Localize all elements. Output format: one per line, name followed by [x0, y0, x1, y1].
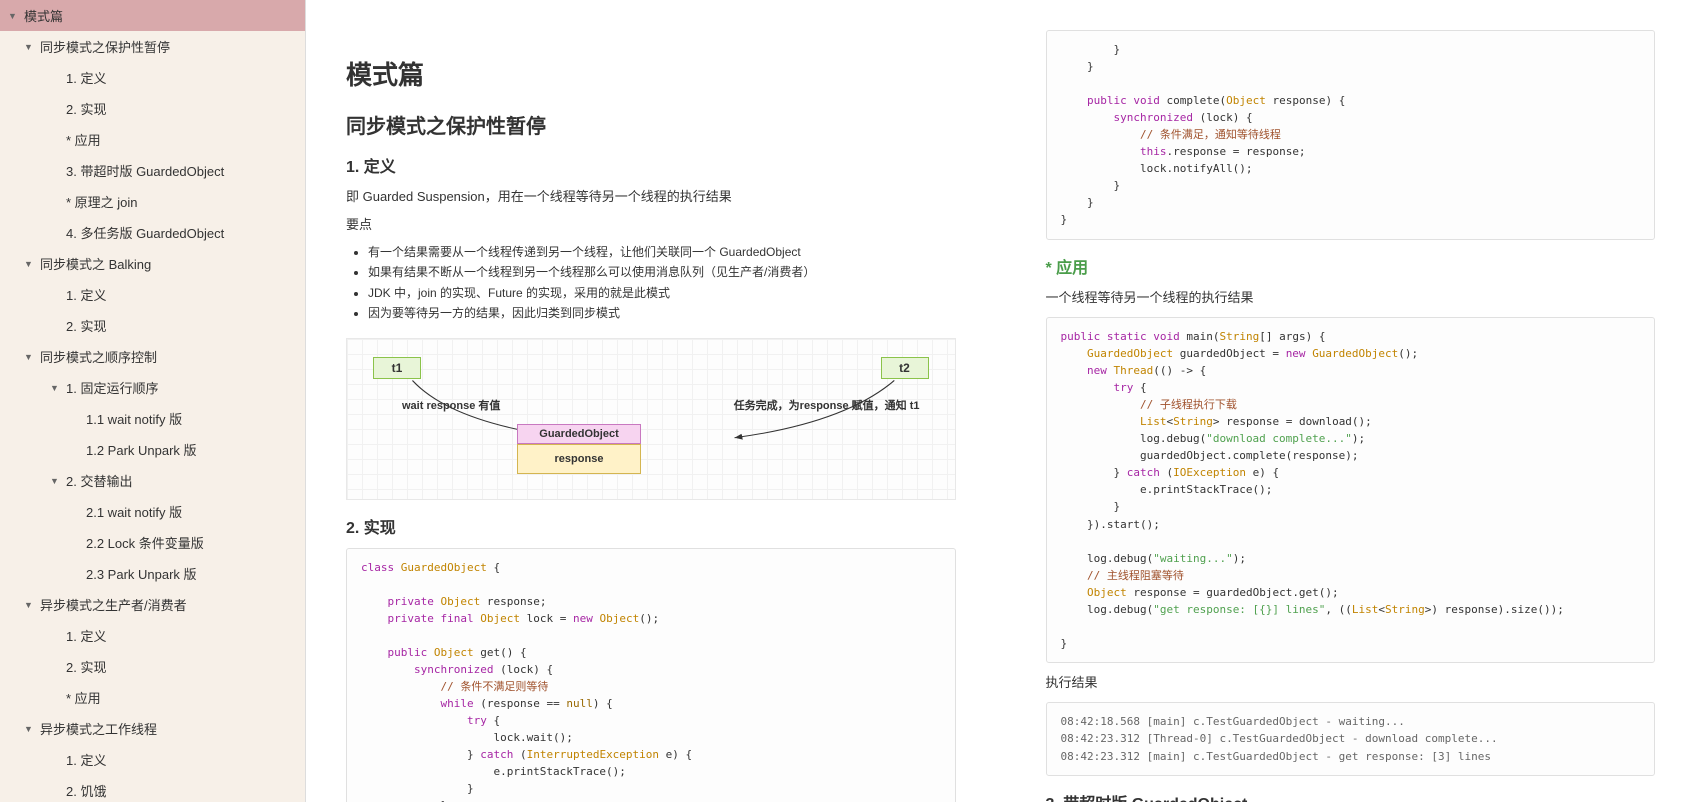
log-output: 08:42:18.568 [main] c.TestGuardedObject …: [1046, 702, 1656, 775]
toc-item[interactable]: 2.2 Lock 条件变量版: [0, 527, 305, 558]
toc-item-label: 1. 定义: [66, 68, 106, 87]
diagram-node-header: GuardedObject: [517, 424, 641, 444]
toc-item[interactable]: * 应用: [0, 124, 305, 155]
bullet-item: JDK 中，join 的实现、Future 的实现，采用的就是此模式: [368, 283, 956, 303]
toc-arrow-icon: ▼: [50, 476, 62, 486]
toc-arrow-icon: ▼: [8, 11, 20, 21]
toc-item[interactable]: ▼ 异步模式之生产者/消费者: [0, 589, 305, 620]
toc-item-label: 1.1 wait notify 版: [86, 409, 182, 428]
toc-arrow-icon: ▼: [24, 42, 36, 52]
bullet-item: 如果有结果不断从一个线程到另一个线程那么可以使用消息队列（见生产者/消费者）: [368, 262, 956, 282]
toc-item-label: 2. 实现: [66, 316, 106, 335]
guarded-object-diagram: t1 t2 wait response 有值 任务完成，为response 赋值…: [346, 338, 956, 500]
bullet-item: 有一个结果需要从一个线程传递到另一个线程，让他们关联同一个 GuardedObj…: [368, 242, 956, 262]
diagram-node-body: response: [517, 444, 641, 474]
paragraph: 一个线程等待另一个线程的执行结果: [1046, 288, 1656, 308]
toc-item[interactable]: 1.1 wait notify 版: [0, 403, 305, 434]
toc-item-label: 2. 交替输出: [66, 471, 132, 490]
toc-item[interactable]: 1.2 Park Unpark 版: [0, 434, 305, 465]
subsection-heading: 3. 带超时版 GuardedObject: [1046, 790, 1656, 802]
toc-item[interactable]: 2.1 wait notify 版: [0, 496, 305, 527]
toc-arrow-icon: ▼: [24, 259, 36, 269]
toc-item[interactable]: ▼ 2. 交替输出: [0, 465, 305, 496]
toc-item-label: 2.3 Park Unpark 版: [86, 564, 197, 583]
section-heading: 同步模式之保护性暂停: [346, 110, 956, 139]
code-block: public static void main(String[] args) {…: [1046, 317, 1656, 663]
toc-item-label: 1. 定义: [66, 626, 106, 645]
toc-item[interactable]: 3. 带超时版 GuardedObject: [0, 155, 305, 186]
bullet-list: 有一个结果需要从一个线程传递到另一个线程，让他们关联同一个 GuardedObj…: [368, 242, 956, 324]
diagram-label: 任务完成，为response 赋值，通知 t1: [710, 397, 920, 413]
toc-item[interactable]: 1. 定义: [0, 620, 305, 651]
toc-item-label: 同步模式之 Balking: [40, 254, 151, 273]
toc-arrow-icon: ▼: [50, 383, 62, 393]
toc-item[interactable]: 2.3 Park Unpark 版: [0, 558, 305, 589]
diagram-node-t1: t1: [373, 357, 421, 379]
toc-arrow-icon: ▼: [24, 352, 36, 362]
toc-item-label: 1. 定义: [66, 285, 106, 304]
toc-item-label: 4. 多任务版 GuardedObject: [66, 223, 224, 242]
toc-item[interactable]: 1. 定义: [0, 279, 305, 310]
toc-item[interactable]: 1. 定义: [0, 62, 305, 93]
toc-item-label: 异步模式之生产者/消费者: [40, 595, 187, 614]
toc-item-label: * 应用: [66, 688, 101, 707]
paragraph: 执行结果: [1046, 673, 1656, 693]
toc-sidebar[interactable]: ▼ 模式篇 ▼ 同步模式之保护性暂停 1. 定义 2. 实现 * 应用 3. 带超时版 Gua…: [0, 0, 306, 802]
bullet-item: 因为要等待另一方的结果，因此归类到同步模式: [368, 303, 956, 323]
toc-item-label: 2.1 wait notify 版: [86, 502, 182, 521]
subsection-heading: * 应用: [1046, 254, 1656, 278]
toc-item-label: 同步模式之顺序控制: [40, 347, 157, 366]
toc-item[interactable]: ▼ 同步模式之 Balking: [0, 248, 305, 279]
toc-item-label: 模式篇: [24, 6, 63, 25]
toc-item-label: 2. 实现: [66, 99, 106, 118]
toc-item[interactable]: * 应用: [0, 682, 305, 713]
toc-item[interactable]: 2. 实现: [0, 93, 305, 124]
toc-item[interactable]: ▼ 模式篇: [0, 0, 305, 31]
paragraph: 要点: [346, 215, 956, 235]
subsection-heading: 1. 定义: [346, 153, 956, 177]
toc-item-label: 异步模式之工作线程: [40, 719, 157, 738]
toc-item-label: * 原理之 join: [66, 192, 138, 211]
toc-item-label: 2.2 Lock 条件变量版: [86, 533, 204, 552]
toc-item[interactable]: ▼ 同步模式之顺序控制: [0, 341, 305, 372]
diagram-label: wait response 有值: [402, 397, 500, 413]
toc-item-label: 1. 固定运行顺序: [66, 378, 158, 397]
toc-item-label: 1.2 Park Unpark 版: [86, 440, 197, 459]
toc-item[interactable]: 2. 饥饿: [0, 775, 305, 802]
toc-item-label: 2. 饥饿: [66, 781, 106, 800]
toc-item-label: 3. 带超时版 GuardedObject: [66, 161, 224, 180]
toc-item[interactable]: 2. 实现: [0, 310, 305, 341]
toc-item[interactable]: 1. 定义: [0, 744, 305, 775]
page-title: 模式篇: [346, 55, 956, 92]
toc-item-label: 2. 实现: [66, 657, 106, 676]
toc-item-label: * 应用: [66, 130, 101, 149]
subsection-heading: 2. 实现: [346, 514, 956, 538]
code-block: } } public void complete(Object response…: [1046, 30, 1656, 240]
toc-item-label: 1. 定义: [66, 750, 106, 769]
toc-item[interactable]: ▼ 异步模式之工作线程: [0, 713, 305, 744]
toc-item-label: 同步模式之保护性暂停: [40, 37, 170, 56]
toc-item[interactable]: ▼ 同步模式之保护性暂停: [0, 31, 305, 62]
toc-arrow-icon: ▼: [24, 600, 36, 610]
content-area: 模式篇 同步模式之保护性暂停 1. 定义 即 Guarded Suspensio…: [306, 0, 1705, 802]
paragraph: 即 Guarded Suspension，用在一个线程等待另一个线程的执行结果: [346, 187, 956, 207]
code-block: class GuardedObject { private Object res…: [346, 548, 956, 802]
toc-item[interactable]: 2. 实现: [0, 651, 305, 682]
toc-item[interactable]: ▼ 1. 固定运行顺序: [0, 372, 305, 403]
diagram-node-t2: t2: [881, 357, 929, 379]
toc-item[interactable]: * 原理之 join: [0, 186, 305, 217]
toc-arrow-icon: ▼: [24, 724, 36, 734]
toc-item[interactable]: 4. 多任务版 GuardedObject: [0, 217, 305, 248]
